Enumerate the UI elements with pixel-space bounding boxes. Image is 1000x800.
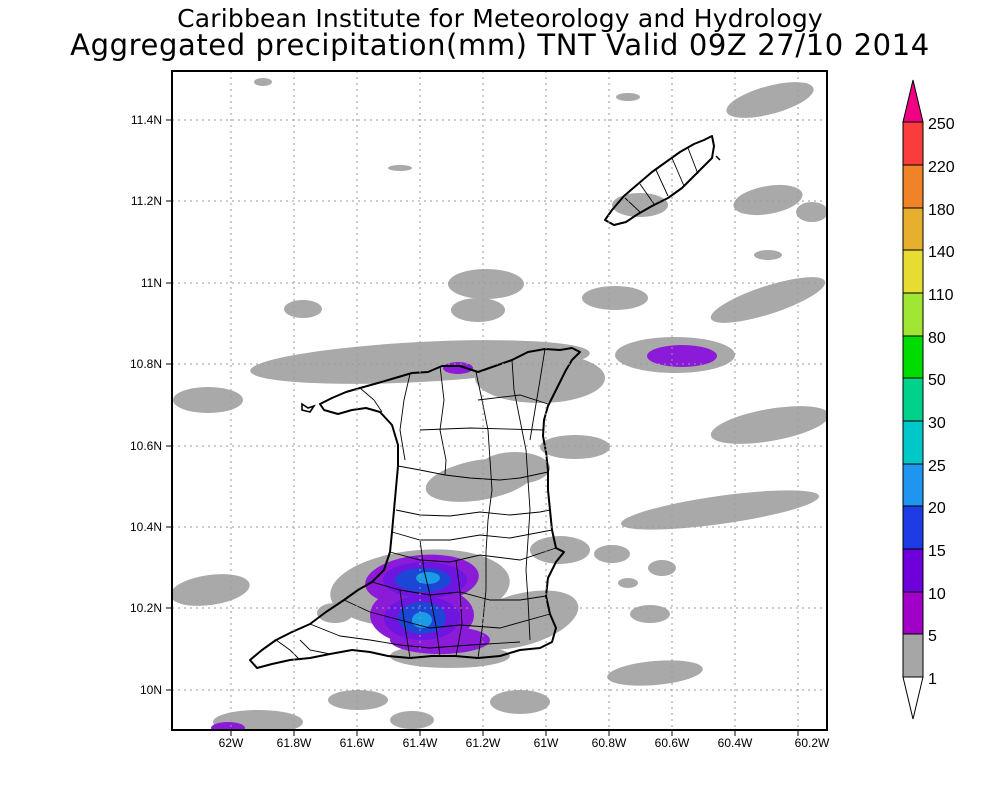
colorbar-bottom-arrow — [902, 676, 924, 720]
colorbar-label: 1 — [928, 671, 937, 688]
lat-tick-label: 11.4N — [131, 113, 162, 127]
colorbar-label: 30 — [928, 415, 946, 432]
colorbar-swatch — [902, 335, 924, 379]
chart-title: Caribbean Institute for Meteorology and … — [177, 4, 823, 33]
lon-tick-label: 60.8W — [592, 736, 627, 750]
colorbar-label: 110 — [928, 287, 954, 304]
colorbar-label: 15 — [928, 543, 946, 560]
colorbar-labels: 1 5 10 15 20 25 30 50 80 110 140 180 220… — [928, 116, 955, 688]
colorbar-swatch — [902, 292, 924, 337]
colorbar-label: 250 — [928, 116, 955, 133]
colorbar-swatch — [902, 164, 924, 209]
lon-tick-label: 62W — [219, 736, 244, 750]
colorbar-label: 10 — [928, 586, 946, 603]
colorbar — [902, 79, 924, 720]
colorbar-label: 20 — [928, 500, 946, 517]
lat-tick-label: 10.4N — [130, 520, 162, 534]
precip-very-heavy-layer — [412, 572, 440, 628]
region-boundaries — [275, 348, 557, 661]
lat-tick-label: 11.2N — [131, 194, 162, 208]
colorbar-swatch — [902, 207, 924, 251]
colorbar-label: 180 — [928, 202, 955, 219]
colorbar-label: 25 — [928, 458, 946, 475]
colorbar-swatch — [902, 591, 924, 635]
trinidad-outline — [249, 347, 581, 669]
colorbar-label: 220 — [928, 159, 955, 176]
colorbar-top-arrow — [902, 79, 924, 123]
chart-subtitle: Aggregated precipitation(mm) TNT Valid 0… — [70, 28, 930, 62]
lat-tick-label: 10N — [140, 683, 162, 697]
islet-outline — [301, 402, 316, 413]
islet-small — [715, 155, 721, 161]
lon-tick-label: 60.4W — [718, 736, 753, 750]
lat-tick-label: 10.6N — [130, 439, 162, 453]
lat-tick-label: 11N — [141, 276, 162, 290]
lat-tick-label: 10.8N — [130, 357, 162, 371]
colorbar-swatch — [902, 463, 924, 507]
tobago-outline — [604, 135, 715, 226]
lon-tick-label: 61.6W — [340, 736, 375, 750]
lon-tick-label: 60.6W — [655, 736, 690, 750]
colorbar-swatch — [902, 633, 924, 678]
colorbar-swatch — [902, 121, 924, 166]
colorbar-swatch — [902, 249, 924, 294]
lon-axis-labels: 62W 61.8W 61.6W 61.4W 61.2W 61W 60.8W 60… — [219, 736, 830, 750]
lon-tick-label: 61.8W — [277, 736, 312, 750]
colorbar-swatch — [902, 377, 924, 422]
map-frame — [171, 70, 828, 731]
lat-tick-label: 10.2N — [130, 601, 162, 615]
lat-axis-labels: 11.4N 11.2N 11N 10.8N 10.6N 10.4N 10.2N … — [130, 113, 162, 697]
colorbar-swatch — [902, 548, 924, 593]
colorbar-label: 80 — [928, 330, 946, 347]
tobago-boundaries — [624, 147, 699, 213]
colorbar-swatch — [902, 420, 924, 465]
lon-tick-label: 61.4W — [403, 736, 438, 750]
colorbar-label: 50 — [928, 372, 946, 389]
colorbar-label: 140 — [928, 244, 955, 261]
gridlines — [172, 71, 827, 730]
lon-tick-label: 61W — [534, 736, 559, 750]
lon-tick-label: 61.2W — [466, 736, 501, 750]
colorbar-swatch — [902, 505, 924, 550]
tick-marks — [166, 119, 799, 736]
lon-tick-label: 60.2W — [795, 736, 830, 750]
colorbar-label: 5 — [928, 628, 937, 645]
